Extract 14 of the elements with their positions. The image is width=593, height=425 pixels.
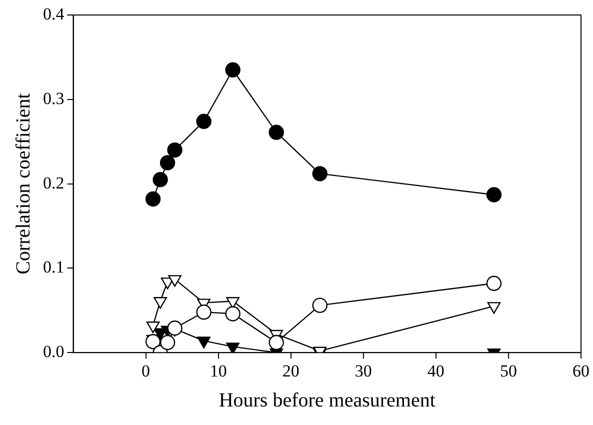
x-tick-label: 20 — [282, 361, 300, 380]
y-tick-label: 0.3 — [43, 88, 64, 108]
x-tick-label: 30 — [354, 361, 372, 380]
y-tick-label: 0.2 — [43, 173, 64, 192]
y-tick-label: 0.0 — [43, 342, 64, 362]
x-tick-label: 0 — [142, 361, 150, 380]
y-axis-title: Correlation coefficient — [12, 92, 34, 274]
x-tick-label: 50 — [500, 361, 517, 380]
y-tick-label: 0.4 — [43, 4, 65, 24]
y-tick-label: 0.1 — [43, 258, 64, 277]
x-tick-label: 10 — [210, 361, 227, 380]
x-tick-label: 40 — [427, 361, 444, 380]
x-tick-label: 60 — [572, 361, 590, 380]
x-axis-title: Hours before measurement — [218, 389, 436, 412]
